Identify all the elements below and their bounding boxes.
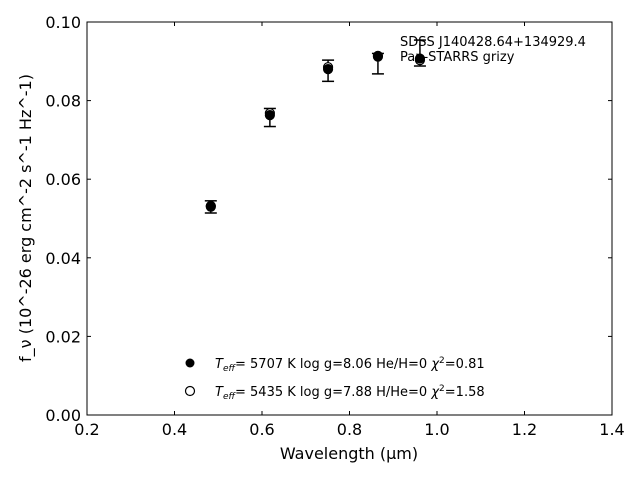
x-tick-label: 1.4 — [599, 420, 624, 439]
data-point-filled — [414, 53, 426, 64]
data-point-filled — [322, 64, 334, 75]
x-axis-label: Wavelength (μm) — [280, 444, 418, 463]
y-tick-label: 0.00 — [45, 406, 81, 425]
legend-entry-1: Teff= 5707 K log g=8.06 He/H=0 χ2=0.81 — [215, 356, 485, 374]
y-tick-label: 0.06 — [45, 170, 81, 189]
x-tick-label: 1.2 — [512, 420, 537, 439]
annotation-survey: Pan-STARRS grizy — [400, 50, 515, 65]
data-point-filled — [372, 51, 384, 62]
plot-frame — [86, 21, 613, 416]
legend-marker-open — [184, 385, 196, 397]
y-tick-label: 0.04 — [45, 249, 81, 268]
x-tick-label: 0.6 — [249, 420, 274, 439]
legend: Teff= 5707 K log g=8.06 He/H=0 χ2=0.81 T… — [184, 356, 485, 402]
x-tick-label: 1.0 — [424, 420, 449, 439]
x-tick-label: 0.4 — [162, 420, 187, 439]
y-tick-label: 0.08 — [45, 92, 81, 111]
x-tick-label: 0.8 — [337, 420, 362, 439]
data-point-filled — [205, 201, 216, 212]
y-tick-label: 0.10 — [45, 13, 81, 32]
legend-entry-2: Teff= 5435 K log g=7.88 H/He=0 χ2=1.58 — [215, 384, 485, 402]
annotation-object: SDSS J140428.64+134929.4 — [400, 35, 586, 50]
legend-marker-filled — [185, 358, 195, 368]
y-axis-label: f_ν (10^-26 erg cm^-2 s^-1 Hz^-1) — [16, 74, 36, 362]
x-tick-label: 0.2 — [74, 420, 99, 439]
data-point-filled — [264, 110, 275, 121]
y-tick-label: 0.02 — [45, 327, 81, 346]
